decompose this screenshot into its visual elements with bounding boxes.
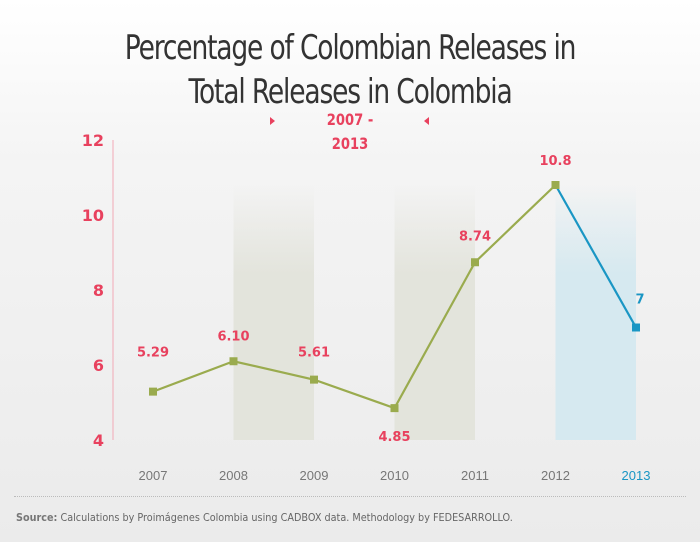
x-tick-label: 2009 [300,468,329,483]
data-labels: 5.29 6.10 5.61 4.85 8.74 10.8 7 [137,154,645,445]
data-label: 4.85 [378,430,410,445]
data-label: 8.74 [459,229,491,244]
y-tick-label: 12 [82,131,104,150]
data-markers [149,181,640,413]
x-tick-label: 2013 [622,468,651,483]
y-tick-label: 10 [82,206,104,225]
data-label: 7 [635,293,644,308]
data-point-marker [149,387,157,396]
series-line [152,184,557,410]
x-tick-label: 2011 [461,468,489,483]
x-tick-labels: 2007 2008 2009 2010 2011 2012 2013 [139,468,651,483]
data-point-marker [310,375,318,384]
x-tick-label: 2012 [541,468,570,483]
footer-divider [14,496,686,497]
data-label: 5.61 [298,346,330,361]
subtitle-range: 2007 - 2013 [326,110,374,153]
shaded-band-2012-2013 [555,185,636,440]
x-tick-label: 2008 [219,468,248,483]
chart-title-line-2: Total Releases in Colombia [188,72,512,112]
data-point-marker [551,181,560,189]
y-tick-label: 6 [93,356,104,375]
data-label: 10.8 [539,154,571,169]
triangle-right-icon [270,117,275,125]
series-lines [152,184,637,410]
shaded-band-2010-2011 [394,185,475,440]
x-tick-label: 2007 [139,468,168,483]
shaded-band-2008-2009 [233,185,314,440]
shaded-bands [233,185,636,440]
y-tick-label: 4 [93,431,104,450]
data-point-marker [632,323,640,332]
y-tick-labels: 4 6 8 10 12 [82,131,104,450]
source-label: Source: [16,512,58,524]
data-label: 6.10 [217,329,249,344]
chart-title-line-1: Percentage of Colombian Releases in [124,28,577,68]
x-tick-label: 2010 [380,468,409,483]
y-tick-label: 8 [93,281,104,300]
series-line-highlight [554,184,637,329]
data-point-marker [229,357,238,366]
chart-subtitle: 2007 - 2013 [0,108,700,153]
data-point-marker [390,404,399,413]
chart-title: Percentage of Colombian Releases in Tota… [77,26,623,114]
triangle-left-icon [424,117,429,125]
source-note: Source: Calculations by Proimágenes Colo… [16,512,513,524]
source-text: Calculations by Proimágenes Colombia usi… [60,512,513,524]
data-point-marker [471,258,479,267]
data-label: 5.29 [137,346,169,361]
